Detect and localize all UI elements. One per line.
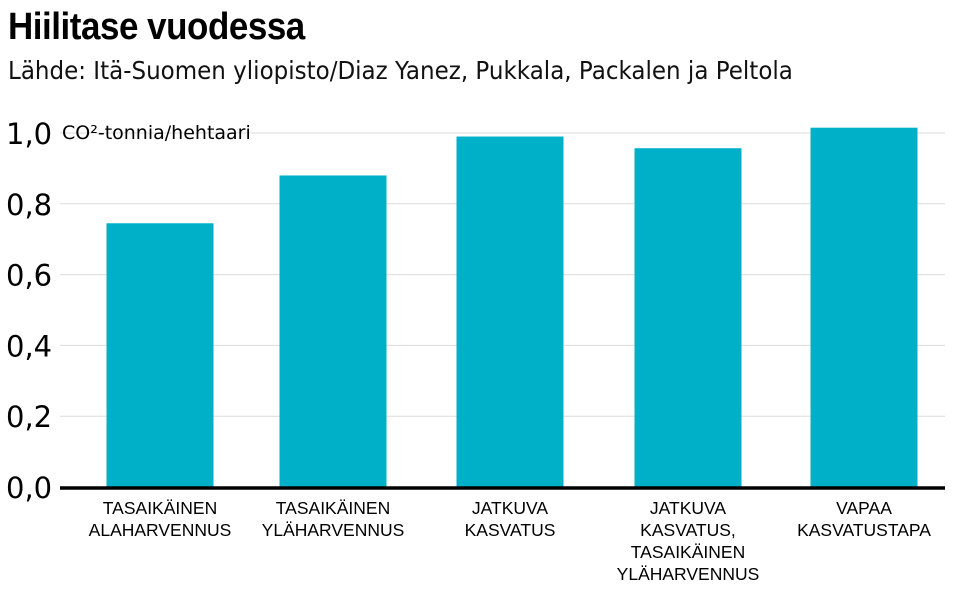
chart-subtitle: Lähde: Itä-Suomen yliopisto/Diaz Yanez, … <box>8 56 793 85</box>
bar <box>810 127 918 487</box>
y-axis-unit-label: CO²-tonnia/hehtaari <box>62 122 251 144</box>
y-tick-label: 0,0 <box>6 471 52 505</box>
x-category-label: JATKUVA KASVATUS, TASAIKÄINEN YLÄHARVENNUS <box>617 498 760 584</box>
y-tick-label: 1,0 <box>6 117 52 151</box>
x-category-label: JATKUVA KASVATUS <box>465 498 556 540</box>
x-category-label: TASAIKÄINEN YLÄHARVENNUS <box>262 498 405 540</box>
bar <box>279 175 387 488</box>
chart-title: Hiilitase vuodessa <box>8 6 305 48</box>
bar <box>106 223 214 487</box>
y-tick-label: 0,6 <box>6 259 52 293</box>
bar <box>634 148 742 488</box>
bar <box>456 136 564 488</box>
y-tick-label: 0,4 <box>6 329 52 363</box>
y-tick-label: 0,8 <box>6 188 52 222</box>
x-category-label: TASAIKÄINEN ALAHARVENNUS <box>89 498 232 540</box>
x-category-label: VAPAA KASVATUSTAPA <box>797 498 931 540</box>
y-tick-label: 0,2 <box>6 400 52 434</box>
